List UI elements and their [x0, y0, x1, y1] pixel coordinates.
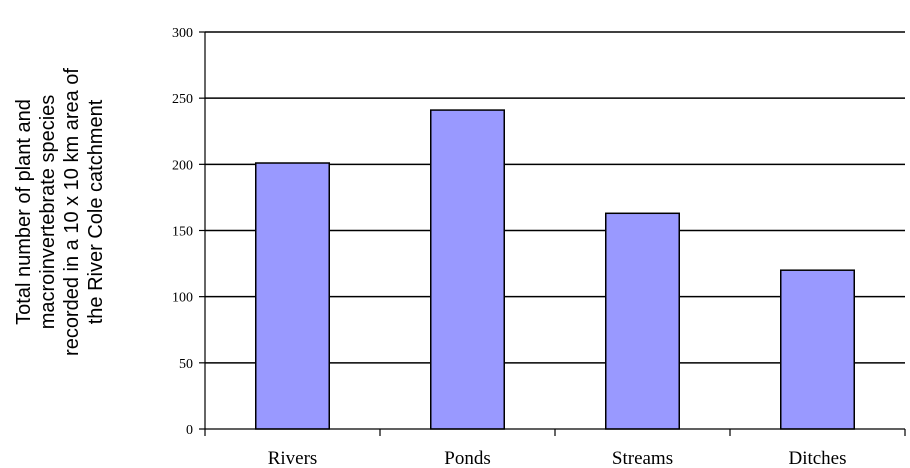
- x-category-label-ditches: Ditches: [788, 448, 846, 468]
- x-category-label-ponds: Ponds: [444, 448, 490, 468]
- y-tick-label-0: 0: [186, 423, 193, 438]
- x-category-label-streams: Streams: [612, 448, 673, 468]
- y-axis-title-line-1: Total number of plant and: [13, 99, 35, 325]
- bars: [255, 109, 855, 430]
- y-tick-label-250: 250: [172, 92, 193, 107]
- y-axis-title-line-3: recorded in a 10 x 10 km area of: [61, 68, 83, 356]
- y-tick-label-50: 50: [179, 357, 193, 372]
- axes: [199, 31, 906, 436]
- x-category-labels: Rivers Ponds Streams Ditches: [268, 448, 847, 468]
- y-tick-label-200: 200: [172, 158, 193, 173]
- y-tick-label-100: 100: [172, 291, 193, 306]
- y-tick-labels: 0 50 100 150 200 250 300: [172, 26, 193, 438]
- y-axis-title-line-2: macroinvertebrate species: [37, 95, 59, 330]
- bar-rivers: [255, 162, 330, 430]
- y-tick-label-300: 300: [172, 26, 193, 41]
- bar-streams: [605, 212, 680, 430]
- y-axis-title-line-4: the River Cole catchment: [85, 99, 107, 324]
- bar-ponds: [430, 109, 505, 430]
- y-tick-label-150: 150: [172, 225, 193, 240]
- x-category-label-rivers: Rivers: [268, 448, 318, 468]
- y-axis-title: Total number of plant and macroinvertebr…: [13, 68, 107, 356]
- bar-ditches: [780, 269, 855, 430]
